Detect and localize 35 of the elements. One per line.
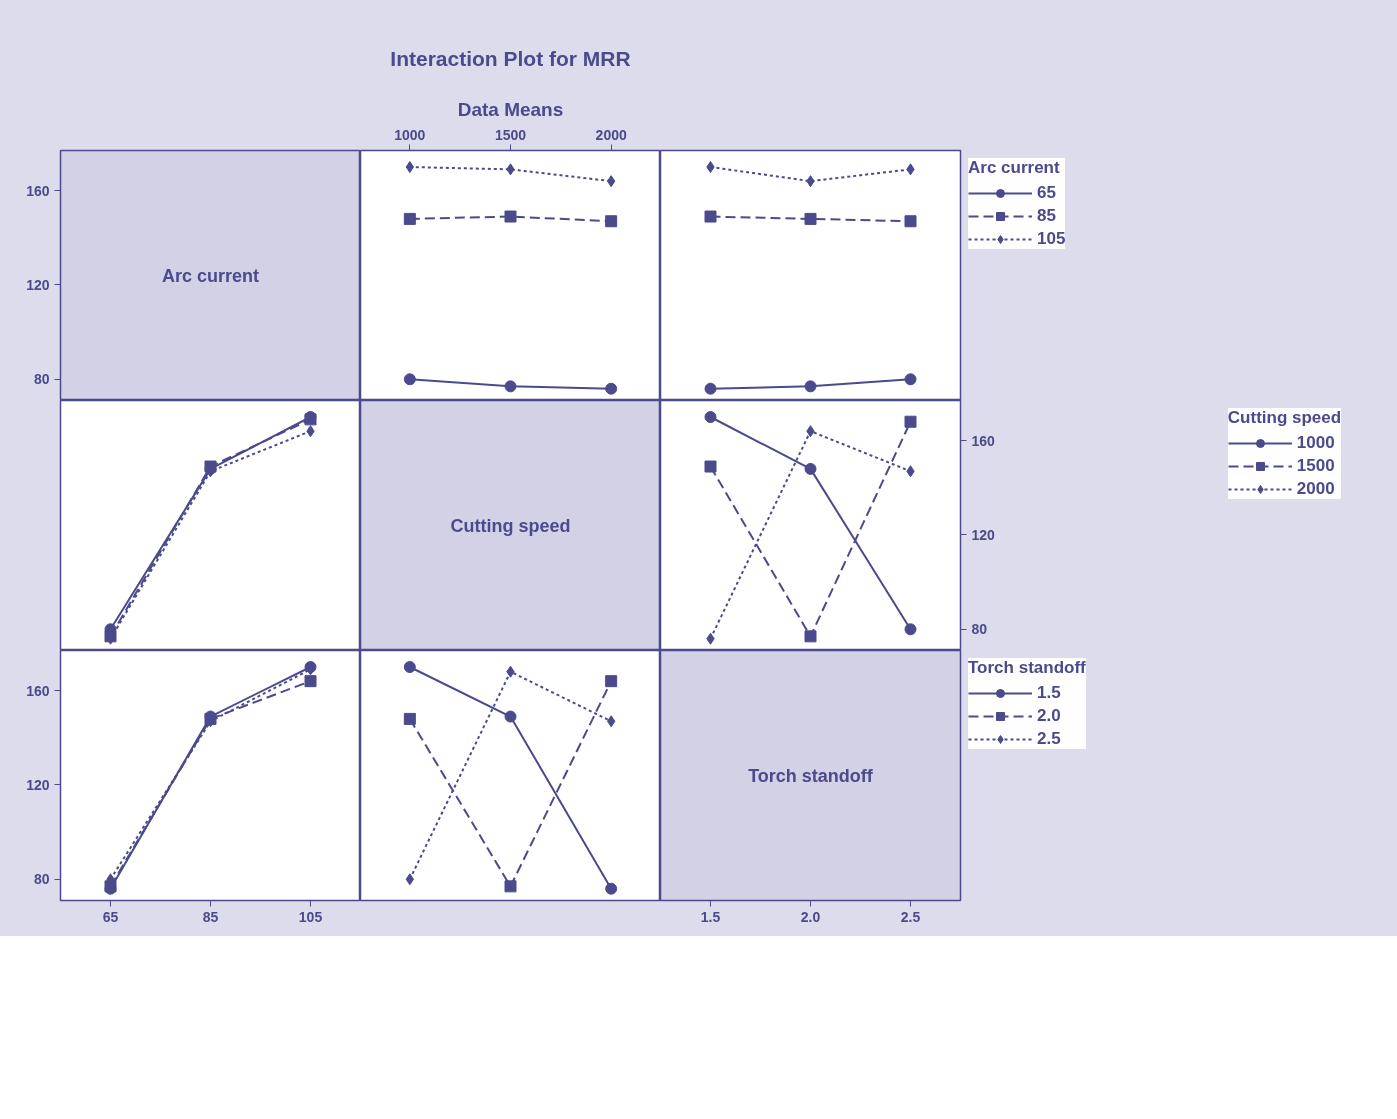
legend-label: 1000 (1296, 433, 1335, 453)
legend-label: 1.5 (1037, 683, 1061, 703)
legend-label: 105 (1037, 229, 1066, 249)
y-tick-label: 120 (26, 776, 50, 793)
x-tick-label: 105 (298, 908, 323, 925)
x-tick-label: 2.0 (800, 908, 821, 925)
text: Cutting speed (450, 515, 571, 536)
y-tick-label: 160 (26, 182, 50, 199)
x-tick-label: 1500 (494, 126, 527, 143)
y-tick-label: 160 (26, 682, 50, 699)
y-tick-label: 80 (33, 371, 50, 388)
legend-label: 2000 (1296, 479, 1335, 499)
x-tick-label: 2.5 (900, 908, 921, 925)
x-tick-label: 1.5 (700, 908, 721, 925)
legend-label: 85 (1037, 206, 1057, 226)
annotation: Arc current (161, 265, 260, 286)
y-tick-label: 160 (971, 432, 996, 449)
legend-title: Torch standoff (968, 658, 1086, 678)
legend-title: Cutting speed (1227, 408, 1342, 428)
y-tick-label: 80 (971, 621, 988, 638)
x-tick-label: 65 (102, 908, 119, 925)
y-tick-label: 80 (33, 871, 50, 888)
legend-label: 1500 (1296, 456, 1335, 476)
x-tick-label: 1000 (394, 126, 426, 143)
x-tick-label: 2000 (595, 126, 627, 143)
y-tick-label: 120 (971, 526, 996, 543)
chart-title: Interaction Plot for MRR (390, 46, 631, 70)
chart-subtitle: Data Means (457, 98, 564, 120)
annotation: Torch standoff (748, 765, 874, 786)
legend-label: 2.5 (1037, 729, 1061, 749)
legend-title: Arc current (968, 158, 1061, 178)
legend-label: 2.0 (1037, 706, 1061, 726)
legend-label: 65 (1037, 183, 1057, 203)
y-tick-label: 120 (26, 276, 50, 293)
x-tick-label: 85 (202, 908, 219, 925)
